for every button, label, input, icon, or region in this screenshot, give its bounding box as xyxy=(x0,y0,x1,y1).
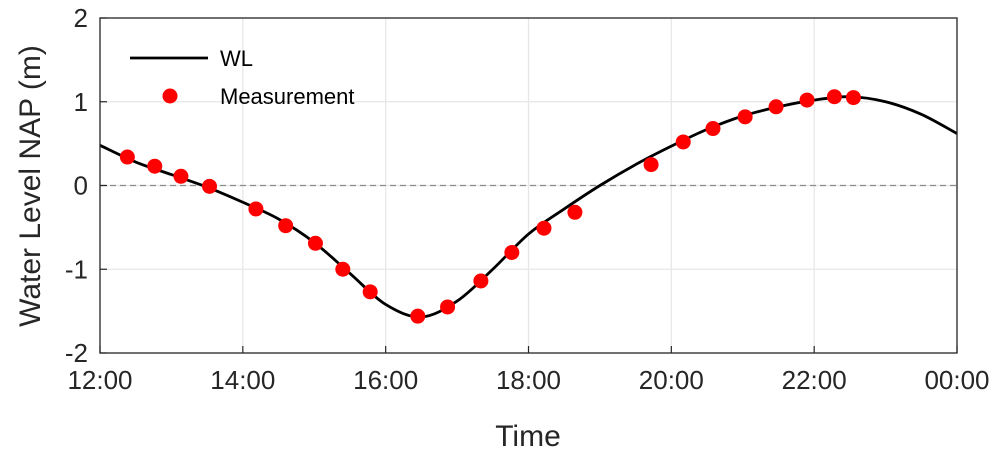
measurement-point xyxy=(675,134,691,150)
x-tick-label: 22:00 xyxy=(782,365,847,395)
measurement-point xyxy=(119,149,135,165)
measurement-point xyxy=(826,89,842,105)
x-tick-label: 00:00 xyxy=(924,365,989,395)
measurement-point xyxy=(410,308,426,324)
y-tick-label: -1 xyxy=(65,254,88,284)
x-tick-label: 20:00 xyxy=(639,365,704,395)
measurement-point xyxy=(845,90,861,106)
x-axis-ticks: 12:00 14:00 16:00 18:00 20:00 22:00 00:00 xyxy=(67,346,990,395)
measurement-point xyxy=(536,220,552,236)
measurement-points xyxy=(119,89,861,324)
x-tick-label: 12:00 xyxy=(67,365,132,395)
measurement-point xyxy=(567,204,583,220)
measurement-point xyxy=(737,109,753,125)
measurement-point xyxy=(307,235,323,251)
legend: WL Measurement xyxy=(130,46,355,109)
y-tick-label: 1 xyxy=(74,87,88,117)
measurement-point xyxy=(473,273,489,289)
y-axis-label: Water Level NAP (m) xyxy=(14,45,47,327)
measurement-point xyxy=(799,92,815,108)
measurement-point xyxy=(643,157,659,173)
measurement-point xyxy=(362,284,378,300)
measurement-point xyxy=(173,168,189,184)
measurement-point xyxy=(768,99,784,115)
measurement-point xyxy=(705,121,721,137)
measurement-point xyxy=(504,245,520,260)
legend-entry-wl: WL xyxy=(220,46,253,71)
y-tick-label: 2 xyxy=(74,3,88,33)
y-tick-label: -2 xyxy=(65,338,88,368)
legend-entry-measurement: Measurement xyxy=(220,84,355,109)
y-tick-label: 0 xyxy=(74,171,88,201)
measurement-point xyxy=(202,178,218,194)
x-tick-label: 16:00 xyxy=(353,365,418,395)
x-axis-label: Time xyxy=(495,420,561,453)
measurement-point xyxy=(248,201,264,217)
measurement-point xyxy=(440,299,456,315)
x-tick-label: 14:00 xyxy=(210,365,275,395)
measurement-point xyxy=(278,218,294,234)
y-axis-ticks: -2 -1 0 1 2 xyxy=(65,3,107,368)
measurement-point xyxy=(147,158,163,174)
measurement-point xyxy=(335,261,351,277)
x-tick-label: 18:00 xyxy=(496,365,561,395)
legend-marker-swatch xyxy=(162,88,178,104)
